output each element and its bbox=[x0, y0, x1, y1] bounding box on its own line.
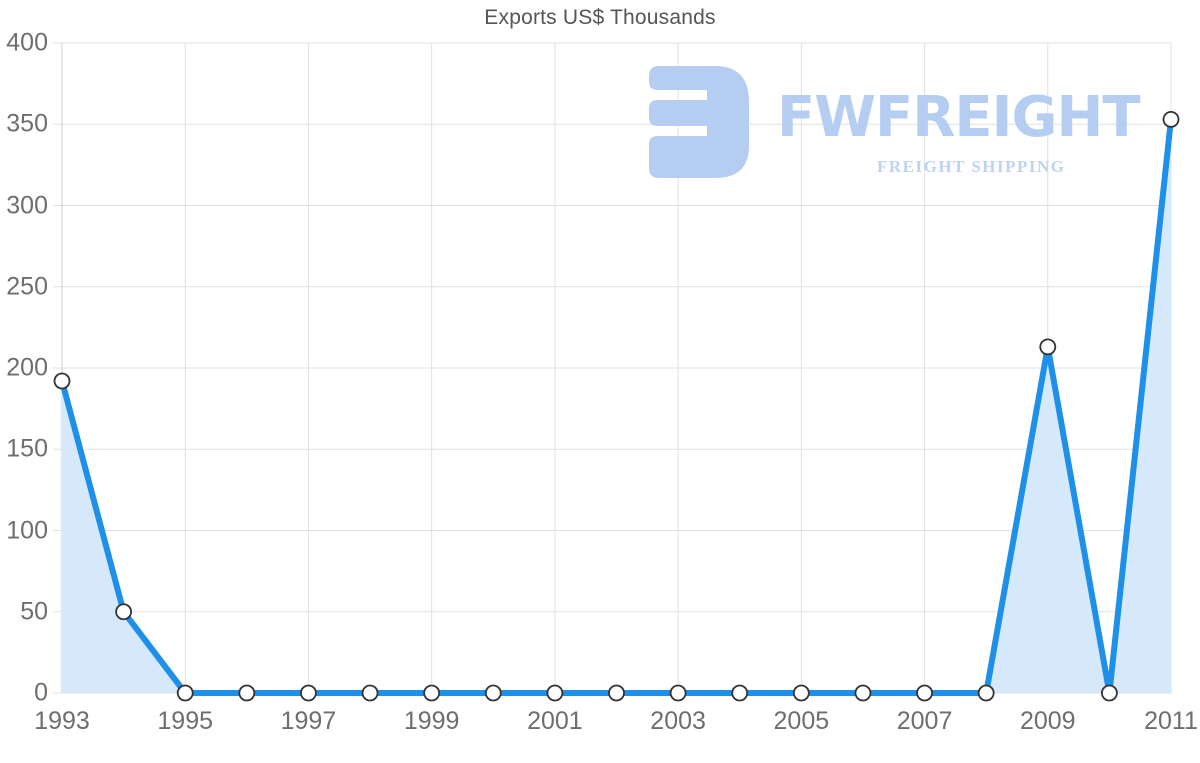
x-axis-tick-label: 2003 bbox=[650, 707, 706, 735]
y-axis-tick-label: 200 bbox=[6, 353, 48, 382]
y-axis-tick-label: 100 bbox=[6, 516, 48, 544]
x-axis-tick-label: 2009 bbox=[1019, 707, 1076, 735]
x-axis-tick-label: 2005 bbox=[773, 707, 830, 735]
y-axis-tick-label: 150 bbox=[6, 434, 48, 463]
data-point-marker[interactable] bbox=[484, 684, 502, 702]
data-point-marker[interactable] bbox=[669, 684, 687, 702]
y-axis-tick-label: 400 bbox=[6, 28, 48, 57]
x-axis-tick-label: 1995 bbox=[157, 707, 214, 735]
x-axis-tick-label: 2001 bbox=[527, 707, 583, 735]
data-point-marker[interactable] bbox=[792, 684, 810, 702]
x-axis-tick-label: 1997 bbox=[280, 707, 337, 735]
x-axis-tick-label: 2011 bbox=[1144, 707, 1198, 735]
data-point-marker[interactable] bbox=[916, 684, 933, 702]
data-point-marker[interactable] bbox=[423, 684, 441, 702]
x-axis-tick-label: 2007 bbox=[896, 707, 953, 735]
data-point-marker[interactable] bbox=[731, 684, 749, 702]
chart-title: Exports US$ Thousands bbox=[484, 6, 716, 29]
x-axis-tick-label: 1999 bbox=[403, 707, 460, 735]
data-point-marker[interactable] bbox=[1162, 110, 1180, 128]
data-point-marker[interactable] bbox=[176, 684, 194, 702]
data-point-marker[interactable] bbox=[361, 684, 379, 702]
data-point-marker[interactable] bbox=[115, 603, 133, 621]
data-point-marker[interactable] bbox=[977, 684, 995, 702]
y-axis-tick-label: 250 bbox=[6, 272, 48, 301]
area-fill bbox=[62, 119, 1171, 693]
x-axis-tick-label: 1993 bbox=[34, 707, 90, 735]
y-axis-tick-label: 300 bbox=[6, 191, 48, 219]
data-point-marker[interactable] bbox=[546, 684, 564, 702]
data-point-marker[interactable] bbox=[238, 684, 256, 702]
data-point-marker[interactable] bbox=[53, 372, 71, 390]
y-axis-tick-label: 50 bbox=[20, 597, 48, 626]
data-point-marker[interactable] bbox=[854, 684, 872, 702]
data-point-marker[interactable] bbox=[608, 684, 625, 702]
data-point-marker[interactable] bbox=[1100, 684, 1118, 702]
y-axis-tick-label: 0 bbox=[34, 678, 48, 707]
data-point-marker[interactable] bbox=[1039, 338, 1057, 356]
data-point-marker[interactable] bbox=[300, 684, 317, 702]
y-axis-tick-label: 350 bbox=[6, 109, 48, 138]
